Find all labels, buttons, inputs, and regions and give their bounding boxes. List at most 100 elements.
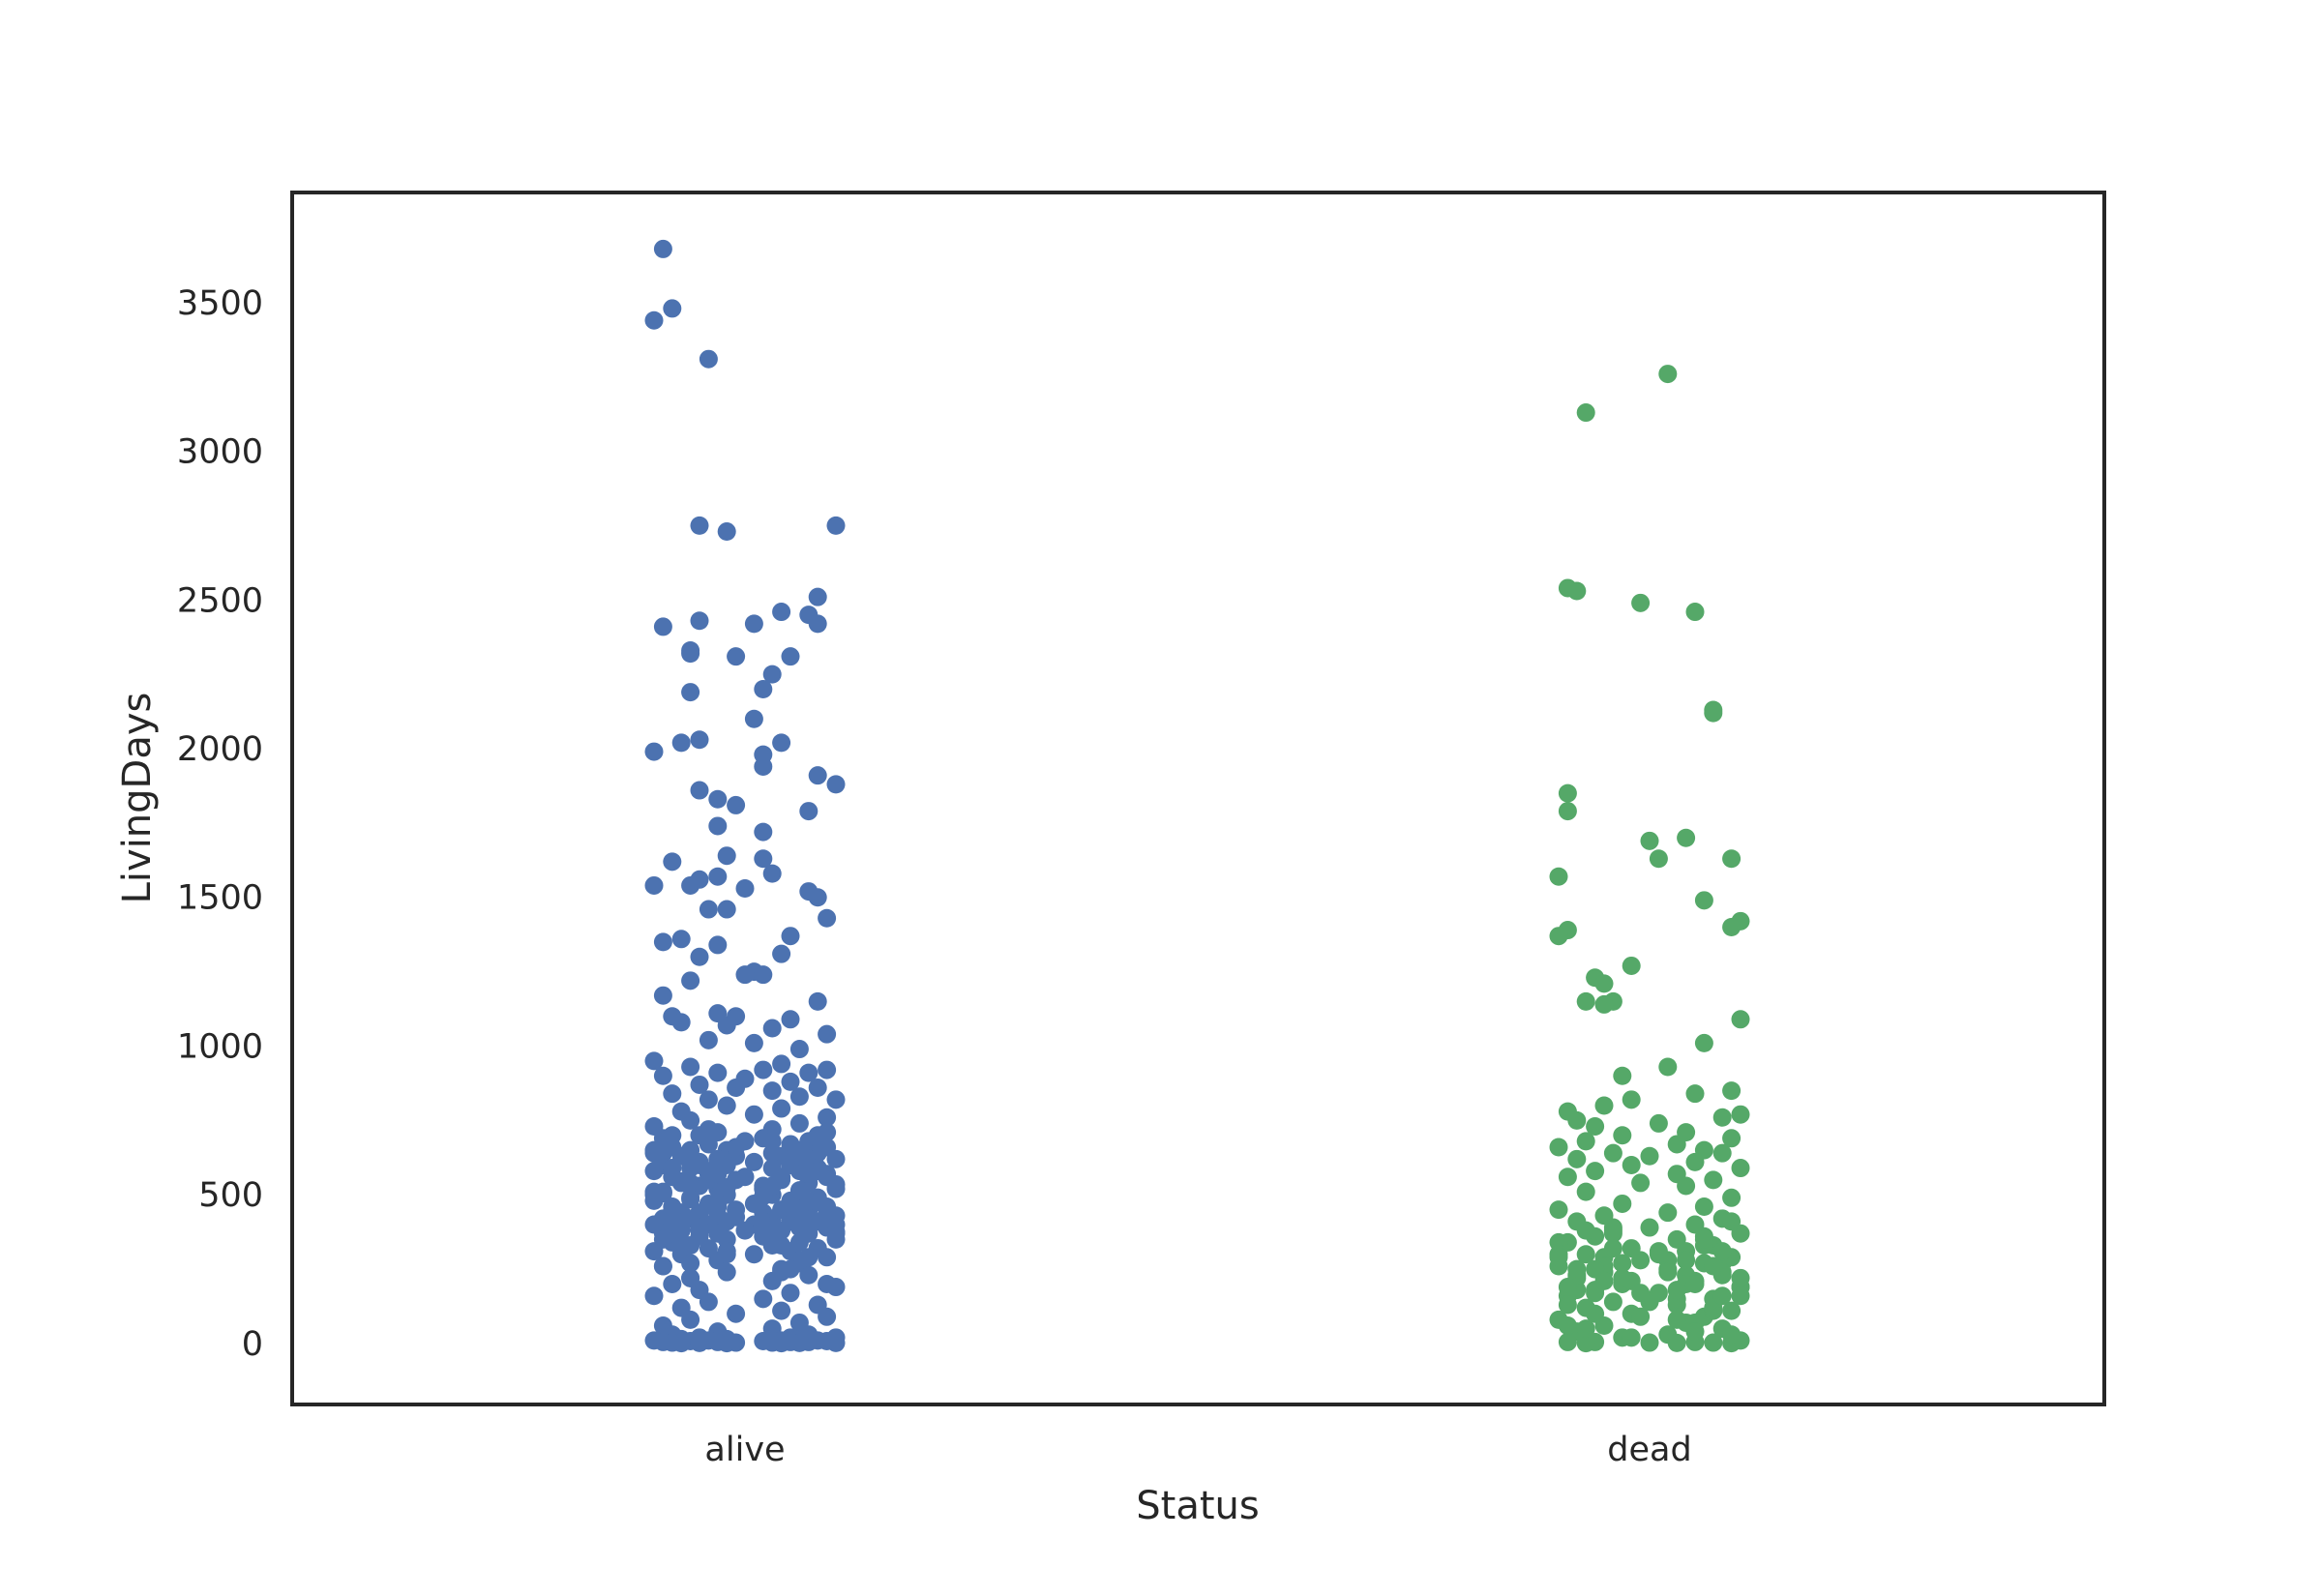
- point-alive: [762, 1217, 782, 1236]
- point-alive: [772, 1054, 791, 1074]
- point-alive: [754, 965, 773, 985]
- point-alive: [744, 1033, 763, 1052]
- point-dead: [1640, 1218, 1659, 1237]
- point-alive: [808, 614, 827, 634]
- point-dead: [1631, 1173, 1651, 1193]
- x-tick-label-alive: alive: [704, 1431, 785, 1469]
- point-alive: [690, 1333, 709, 1352]
- point-alive: [644, 1162, 664, 1181]
- point-dead: [1558, 783, 1577, 803]
- point-alive: [772, 1167, 791, 1187]
- point-dead: [1558, 1295, 1577, 1315]
- point-alive: [717, 846, 736, 866]
- point-dead: [1586, 1304, 1605, 1323]
- point-alive: [681, 875, 700, 895]
- point-alive: [653, 1229, 672, 1249]
- point-dead: [1722, 1325, 1742, 1345]
- point-dead: [1731, 1159, 1750, 1178]
- point-dead: [1694, 891, 1713, 910]
- point-dead: [1603, 1239, 1622, 1258]
- point-alive: [772, 944, 791, 963]
- point-alive: [772, 1334, 791, 1353]
- point-dead: [1722, 1212, 1742, 1231]
- point-alive: [808, 766, 827, 785]
- point-alive: [653, 1066, 672, 1085]
- point-alive: [699, 900, 718, 919]
- y-tick-label: 1500: [177, 879, 263, 918]
- point-alive: [671, 1013, 691, 1032]
- point-dead: [1558, 1316, 1577, 1336]
- point-dead: [1694, 1197, 1713, 1217]
- y-tick-label: 1000: [177, 1027, 263, 1066]
- point-alive: [663, 1274, 682, 1293]
- point-alive: [754, 756, 773, 776]
- point-alive: [681, 1310, 700, 1329]
- point-alive: [690, 611, 709, 631]
- point-alive: [727, 1138, 746, 1157]
- point-alive: [690, 730, 709, 750]
- point-alive: [681, 1110, 700, 1130]
- point-dead: [1613, 1268, 1632, 1287]
- point-dead: [1567, 581, 1587, 601]
- point-alive: [762, 864, 782, 883]
- point-dead: [1712, 1286, 1732, 1306]
- point-dead: [1712, 1108, 1732, 1127]
- point-alive: [690, 947, 709, 966]
- point-dead: [1694, 1033, 1713, 1052]
- point-alive: [781, 1284, 800, 1303]
- point-alive: [681, 971, 700, 990]
- point-alive: [754, 849, 773, 869]
- point-dead: [1712, 1242, 1732, 1261]
- point-dead: [1649, 1113, 1668, 1133]
- point-alive: [789, 1333, 809, 1352]
- point-alive: [644, 1286, 664, 1306]
- point-alive: [799, 802, 819, 821]
- point-dead: [1586, 1117, 1605, 1137]
- point-dead: [1667, 1333, 1686, 1352]
- point-dead: [1731, 1268, 1750, 1287]
- point-dead: [1576, 403, 1595, 423]
- point-alive: [762, 1019, 782, 1038]
- point-dead: [1613, 1126, 1632, 1145]
- point-dead: [1722, 1301, 1742, 1320]
- point-dead: [1685, 1322, 1705, 1342]
- point-alive: [708, 1165, 728, 1184]
- point-dead: [1558, 802, 1577, 821]
- point-alive: [717, 900, 736, 919]
- point-alive: [789, 1113, 809, 1133]
- point-dead: [1704, 1333, 1723, 1352]
- points-layer: [644, 239, 1750, 1353]
- point-alive: [708, 867, 728, 886]
- point-dead: [1576, 1334, 1595, 1353]
- point-dead: [1558, 1332, 1577, 1351]
- point-dead: [1658, 1057, 1678, 1077]
- point-alive: [744, 1152, 763, 1171]
- y-axis-label: LivingDays: [115, 693, 160, 904]
- point-dead: [1576, 1182, 1595, 1201]
- point-dead: [1722, 1188, 1742, 1207]
- point-dead: [1549, 1200, 1568, 1220]
- point-alive: [754, 679, 773, 698]
- point-alive: [826, 775, 846, 794]
- point-alive: [772, 603, 791, 622]
- point-dead: [1722, 1081, 1742, 1101]
- point-alive: [754, 822, 773, 842]
- y-tick-label: 2000: [177, 730, 263, 769]
- point-alive: [799, 1248, 819, 1267]
- point-dead: [1640, 1333, 1659, 1352]
- point-dead: [1567, 1110, 1587, 1130]
- point-alive: [699, 1292, 718, 1312]
- point-alive: [744, 1105, 763, 1124]
- point-alive: [644, 1140, 664, 1160]
- point-dead: [1594, 994, 1614, 1014]
- point-alive: [671, 733, 691, 753]
- point-alive: [717, 1016, 736, 1035]
- point-alive: [681, 1057, 700, 1077]
- point-alive: [744, 1245, 763, 1264]
- point-dead: [1603, 1143, 1622, 1163]
- point-alive: [644, 1051, 664, 1071]
- point-dead: [1731, 1105, 1750, 1124]
- point-alive: [663, 1159, 682, 1178]
